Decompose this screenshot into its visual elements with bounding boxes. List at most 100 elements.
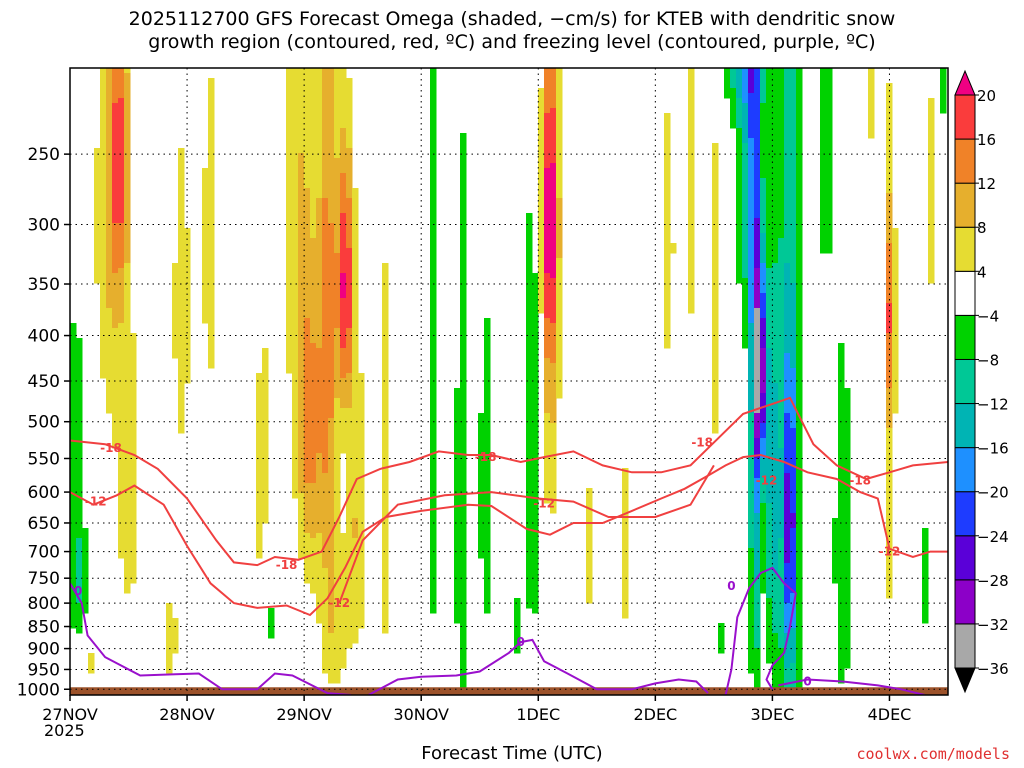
omega-cell <box>742 343 749 349</box>
omega-cell <box>886 233 893 239</box>
omega-cell <box>208 123 215 129</box>
omega-cell <box>184 298 191 304</box>
omega-cell <box>328 288 335 294</box>
omega-cell <box>724 78 731 84</box>
omega-cell <box>772 273 779 279</box>
omega-cell <box>316 578 323 584</box>
omega-cell <box>742 328 749 334</box>
omega-cell <box>460 633 467 639</box>
omega-cell <box>70 543 77 549</box>
omega-cell <box>544 308 551 314</box>
omega-cell <box>844 388 851 394</box>
omega-cell <box>928 173 935 179</box>
omega-cell <box>760 543 767 549</box>
omega-cell <box>760 433 767 439</box>
omega-cell <box>322 468 329 474</box>
omega-cell <box>460 628 467 634</box>
omega-cell <box>100 248 107 254</box>
omega-cell <box>112 98 119 104</box>
omega-cell <box>178 228 185 234</box>
omega-cell <box>550 408 557 414</box>
omega-cell <box>484 508 491 514</box>
omega-cell <box>124 318 131 324</box>
omega-cell <box>556 223 563 229</box>
omega-cell <box>928 273 935 279</box>
omega-cell <box>484 383 491 389</box>
omega-cell <box>298 468 305 474</box>
omega-cell <box>346 533 353 539</box>
omega-cell <box>790 628 797 634</box>
omega-cell <box>784 78 791 84</box>
omega-cell <box>778 603 785 609</box>
omega-cell <box>460 368 467 374</box>
omega-cell <box>754 503 761 509</box>
omega-cell <box>778 88 785 94</box>
omega-cell <box>760 483 767 489</box>
omega-cell <box>760 168 767 174</box>
omega-cell <box>202 243 209 249</box>
omega-cell <box>340 658 347 664</box>
omega-cell <box>538 278 545 284</box>
omega-cell <box>430 503 437 509</box>
omega-cell <box>298 83 305 89</box>
omega-cell <box>532 408 539 414</box>
omega-cell <box>172 618 179 624</box>
omega-cell <box>742 123 749 129</box>
omega-cell <box>766 223 773 229</box>
omega-cell <box>790 523 797 529</box>
omega-cell <box>550 288 557 294</box>
omega-cell <box>826 188 833 194</box>
omega-cell <box>304 538 311 544</box>
omega-cell <box>292 473 299 479</box>
omega-cell <box>178 323 185 329</box>
omega-cell <box>928 213 935 219</box>
omega-cell <box>820 178 827 184</box>
omega-cell <box>106 288 113 294</box>
omega-cell <box>346 518 353 524</box>
omega-cell <box>790 453 797 459</box>
omega-cell <box>748 223 755 229</box>
omega-cell <box>772 388 779 394</box>
omega-cell <box>130 383 137 389</box>
omega-cell <box>118 293 125 299</box>
omega-cell <box>94 148 101 154</box>
omega-cell <box>382 468 389 474</box>
omega-cell <box>796 178 803 184</box>
omega-cell <box>526 353 533 359</box>
omega-cell <box>886 573 893 579</box>
omega-cell <box>712 218 719 224</box>
omega-cell <box>118 238 125 244</box>
omega-cell <box>784 258 791 264</box>
omega-cell <box>310 173 317 179</box>
omega-cell <box>766 658 773 664</box>
omega-cell <box>460 528 467 534</box>
omega-cell <box>430 113 437 119</box>
omega-cell <box>112 248 119 254</box>
omega-cell <box>316 248 323 254</box>
omega-cell <box>208 273 215 279</box>
omega-cell <box>340 598 347 604</box>
omega-cell <box>94 203 101 209</box>
omega-cell <box>796 638 803 644</box>
omega-cell <box>346 103 353 109</box>
omega-cell <box>526 588 533 594</box>
omega-cell <box>532 378 539 384</box>
omega-cell <box>334 463 341 469</box>
omega-cell <box>778 268 785 274</box>
omega-cell <box>760 138 767 144</box>
omega-cell <box>262 503 269 509</box>
omega-cell <box>328 353 335 359</box>
omega-cell <box>550 463 557 469</box>
omega-cell <box>784 213 791 219</box>
omega-cell <box>892 383 899 389</box>
omega-cell <box>556 293 563 299</box>
omega-cell <box>322 363 329 369</box>
omega-cell <box>886 493 893 499</box>
omega-cell <box>460 493 467 499</box>
omega-cell <box>328 423 335 429</box>
omega-cell <box>124 588 131 594</box>
omega-cell <box>544 428 551 434</box>
omega-cell <box>886 483 893 489</box>
omega-cell <box>382 293 389 299</box>
omega-cell <box>544 363 551 369</box>
